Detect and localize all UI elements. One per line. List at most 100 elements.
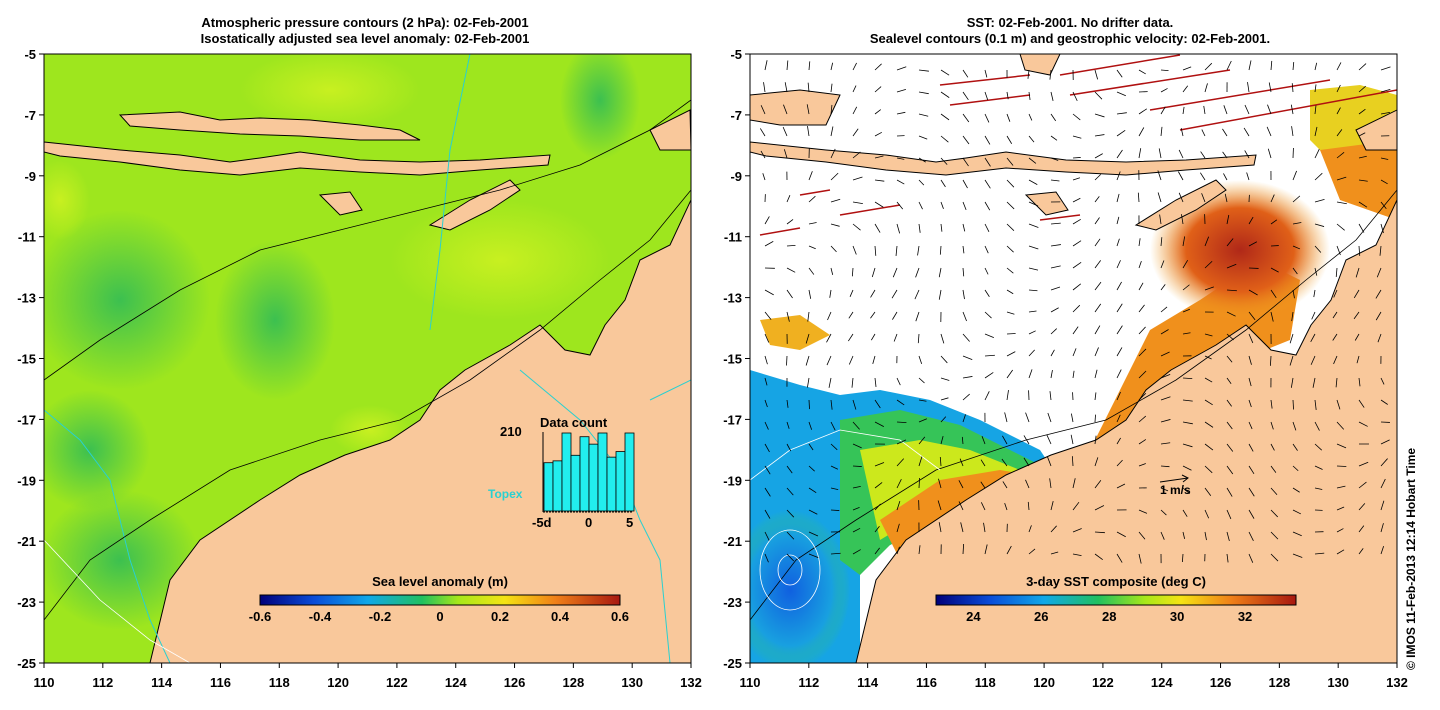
- velocity-vector: [808, 553, 819, 559]
- velocity-vector: [874, 223, 881, 233]
- left-y-tick-label: -5: [24, 47, 36, 62]
- velocity-vector: [1226, 421, 1233, 430]
- velocity-vector: [1380, 399, 1388, 405]
- right-x-tick-label: 130: [1327, 675, 1349, 690]
- velocity-vector: [915, 267, 920, 278]
- velocity-vector: [764, 216, 770, 225]
- velocity-vector: [1181, 553, 1184, 563]
- velocity-vector: [1270, 60, 1273, 71]
- velocity-vector: [1358, 155, 1367, 159]
- credit-text: © IMOS 11-Feb-2013 12:14 Hobart Time: [1404, 447, 1418, 670]
- velocity-vector: [892, 267, 898, 278]
- velocity-vector: [960, 522, 964, 533]
- velocity-vector: [1226, 553, 1229, 563]
- velocity-vector: [1028, 267, 1039, 271]
- right-australia-land: [855, 199, 1397, 663]
- velocity-vector: [1094, 435, 1097, 445]
- left-anomaly-blob: [240, 54, 420, 130]
- velocity-vector: [1358, 377, 1361, 387]
- velocity-vector: [1248, 399, 1252, 408]
- velocity-vector: [786, 443, 792, 452]
- velocity-vector: [764, 443, 770, 453]
- velocity-vector: [980, 459, 986, 467]
- velocity-vector: [1050, 286, 1061, 291]
- velocity-vector: [984, 354, 995, 357]
- velocity-vector: [1072, 218, 1081, 225]
- velocity-vector: [1248, 509, 1255, 519]
- velocity-vector: [1182, 399, 1193, 402]
- velocity-vector: [1028, 135, 1035, 143]
- velocity-vector: [1270, 509, 1278, 518]
- velocity-vector: [1314, 245, 1322, 253]
- velocity-vector: [852, 485, 861, 489]
- velocity-vector: [1332, 333, 1338, 341]
- velocity-vector: [1226, 443, 1234, 452]
- velocity-vector: [984, 544, 988, 555]
- velocity-vector: [1377, 333, 1382, 343]
- velocity-vector: [852, 85, 857, 93]
- velocity-vector: [808, 531, 819, 537]
- velocity-vector: [830, 126, 834, 137]
- velocity-vector: [1358, 548, 1364, 555]
- left-colorbar-tick: -0.6: [248, 609, 272, 624]
- velocity-vector: [1049, 478, 1052, 489]
- right-colorbar-label: 3-day SST composite (deg C): [1026, 574, 1206, 589]
- velocity-vector: [1314, 223, 1325, 227]
- velocity-vector: [1050, 244, 1061, 247]
- velocity-vector: [1182, 487, 1190, 495]
- velocity-vector: [1314, 552, 1325, 555]
- right-title-line2: Sealevel contours (0.1 m) and geostrophi…: [869, 31, 1271, 46]
- velocity-vector: [1050, 135, 1058, 141]
- velocity-vector: [1094, 480, 1102, 489]
- velocity-vector: [896, 479, 902, 489]
- velocity-vector: [1291, 311, 1294, 322]
- velocity-vector: [1336, 443, 1347, 449]
- velocity-vector: [1006, 91, 1009, 100]
- velocity-vector: [1268, 82, 1272, 93]
- velocity-vector: [1270, 289, 1277, 299]
- velocity-vector: [1336, 223, 1345, 231]
- velocity-vector: [760, 150, 766, 159]
- velocity-vector: [1116, 238, 1120, 247]
- velocity-vector: [1314, 267, 1318, 276]
- velocity-vector: [852, 245, 857, 255]
- velocity-vector: [1070, 413, 1074, 423]
- right-y-tick-label: -25: [723, 656, 742, 671]
- velocity-vector: [808, 245, 816, 250]
- velocity-vector: [1314, 84, 1317, 93]
- velocity-vector: [827, 311, 832, 321]
- velocity-vector: [961, 436, 964, 445]
- left-pressure-contour: [44, 189, 691, 621]
- inset-bar: [579, 436, 590, 512]
- velocity-vector: [1292, 509, 1302, 515]
- velocity-vector: [1226, 531, 1230, 542]
- velocity-vector: [1243, 127, 1250, 137]
- right-map: [750, 54, 1397, 663]
- velocity-vector: [786, 465, 793, 474]
- left-pressure-contour: [44, 99, 691, 381]
- velocity-vector: [1380, 500, 1385, 511]
- velocity-vector: [1204, 286, 1214, 291]
- inset-x-tick: 0: [585, 515, 593, 530]
- velocity-vector: [1226, 238, 1234, 247]
- velocity-vector: [852, 443, 862, 449]
- velocity-streak: [1059, 54, 1181, 76]
- left-colorbar-tick: 0: [436, 609, 444, 624]
- velocity-vector: [1244, 104, 1250, 115]
- velocity-vector: [893, 333, 898, 342]
- velocity-vector: [808, 399, 810, 410]
- velocity-vector: [852, 399, 857, 410]
- velocity-vector: [1072, 91, 1078, 102]
- left-title: Atmospheric pressure contours (2 hPa): 0…: [40, 15, 690, 47]
- velocity-vector: [1116, 149, 1123, 159]
- velocity-vector: [1380, 478, 1386, 489]
- velocity-vector: [1006, 311, 1015, 315]
- velocity-vector: [1356, 355, 1360, 364]
- velocity-vector: [830, 245, 837, 253]
- velocity-vector: [1292, 62, 1295, 71]
- velocity-vector: [1311, 311, 1316, 320]
- velocity-vector: [1138, 69, 1146, 75]
- velocity-vector: [1358, 108, 1366, 115]
- velocity-vector: [1267, 104, 1272, 115]
- sealevel-contour: [750, 189, 1397, 621]
